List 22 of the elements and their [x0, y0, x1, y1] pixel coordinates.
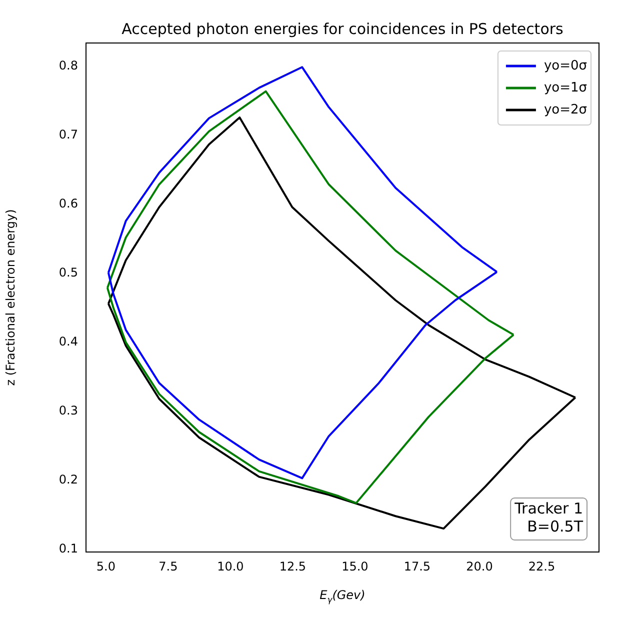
y-tick-label: 0.3: [58, 403, 78, 418]
annotation: Tracker 1 B=0.5T: [514, 499, 584, 536]
y-tick-label: 0.1: [58, 541, 78, 556]
chart-title: Accepted photon energies for coincidences in PS detectors: [122, 20, 564, 38]
legend-label: yo=1σ: [544, 80, 588, 96]
x-tick-label: 7.5: [158, 559, 178, 574]
x-tick-label: 17.5: [404, 559, 431, 574]
y-tick-label: 0.2: [58, 472, 78, 486]
x-tick-label: 12.5: [279, 559, 306, 574]
y-axis-title: z (Fractional electron energy): [3, 209, 18, 386]
x-tick-label: 10.0: [217, 559, 244, 574]
x-tick-label: 22.5: [528, 559, 556, 574]
x-tick-label: 5.0: [96, 559, 116, 574]
x-tick-label: 20.0: [466, 559, 493, 574]
y-tick-label: 0.8: [58, 58, 78, 73]
y-tick-label: 0.5: [58, 265, 78, 280]
y-tick-label: 0.6: [58, 196, 78, 211]
y-tick-label: 0.7: [58, 128, 78, 142]
legend-label: yo=0σ: [544, 58, 588, 74]
x-tick-label: 15.0: [342, 559, 368, 574]
y-tick-label: 0.4: [58, 334, 78, 348]
legend-label: yo=2σ: [544, 102, 588, 118]
